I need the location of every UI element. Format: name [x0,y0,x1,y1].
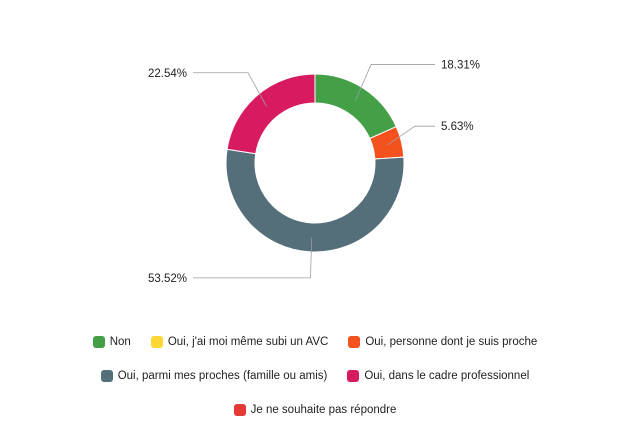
legend-row-3: Je ne souhaite pas répondre [0,404,630,416]
slice-non[interactable] [314,73,397,140]
legend-label: Oui, j'ai moi même subi un AVC [167,336,329,348]
legend-item-oui-personne-dont-je-suis-proche[interactable]: Oui, personne dont je suis proche [348,336,537,348]
legend-swatch [348,336,361,348]
legend-item-oui-j-ai-moi-meme-subi-un-avc[interactable]: Oui, j'ai moi même subi un AVC [150,336,329,348]
data-label-oui-personne-dont-je-suis-proche: 5.63% [441,121,474,133]
leader-line-oui-dans-le-cadre-professionnel [193,72,267,107]
data-label-oui-dans-le-cadre-professionnel: 22.54% [148,68,187,80]
legend-swatch [92,336,105,348]
legend-row-2: Oui, parmi mes proches (famille ou amis)… [0,370,630,382]
data-labels: 18.31% 5.63% 53.52% 22.54% [148,60,480,285]
legend-swatch [347,370,360,382]
legend-swatch [150,336,163,348]
leader-line-oui-personne-dont-je-suis-proche [387,125,435,146]
data-label-oui-parmi-mes-proches-famille-ou-amis: 53.52% [148,273,187,285]
legend-label: Je ne souhaite pas répondre [250,404,397,416]
data-label-non: 18.31% [441,60,480,72]
slice-oui-dans-le-cadre-professionnel[interactable] [226,73,316,155]
legend-item-non[interactable]: Non [92,336,131,348]
legend-swatch [100,370,113,382]
leader-line-non [355,64,435,101]
legend-row-1: Non Oui, j'ai moi même subi un AVC Oui, pe… [0,336,630,348]
legend-label: Oui, parmi mes proches (famille ou amis) [117,370,328,382]
leader-lines [193,64,435,279]
donut-slices [225,73,405,253]
legend-item-je-ne-souhaite-pas-repondre[interactable]: Je ne souhaite pas répondre [233,404,397,416]
legend-label: Oui, dans le cadre professionnel [364,370,530,382]
donut-chart: 18.31% 5.63% 53.52% 22.54% [148,60,480,285]
legend-item-oui-parmi-mes-proches-famille-ou-amis[interactable]: Oui, parmi mes proches (famille ou amis) [100,370,328,382]
legend-swatch [233,404,246,416]
legend-item-oui-dans-le-cadre-professionnel[interactable]: Oui, dans le cadre professionnel [347,370,529,382]
legend-label: Non [109,336,131,348]
legend-label: Oui, personne dont je suis proche [365,336,538,348]
slice-oui-parmi-mes-proches-famille-ou-amis[interactable] [225,148,405,253]
leader-line-oui-parmi-mes-proches-famille-ou-amis [193,237,313,279]
